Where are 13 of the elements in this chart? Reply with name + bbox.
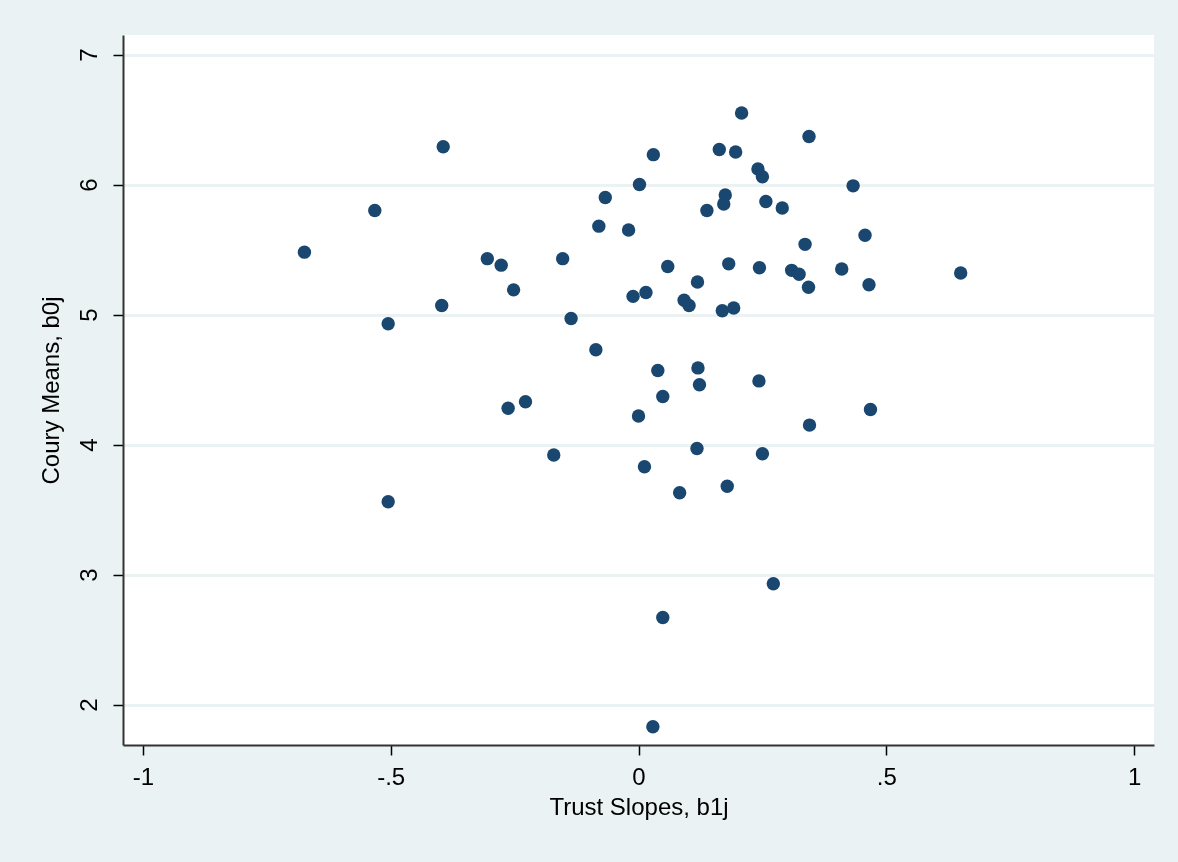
x-tick-label: -.5 xyxy=(377,762,406,790)
y-axis-title: Coury Means, b0j xyxy=(36,296,64,485)
y-tick-label: 3 xyxy=(74,568,102,582)
y-tick-label: 2 xyxy=(74,698,102,712)
y-tick-label: 4 xyxy=(74,438,102,452)
x-tick-label: -1 xyxy=(132,762,154,790)
y-tick-label: 6 xyxy=(74,178,102,192)
x-tick-label: .5 xyxy=(876,762,897,790)
y-tick-label: 7 xyxy=(74,48,102,62)
x-axis-title: Trust Slopes, b1j xyxy=(549,792,729,820)
x-tick-label: 1 xyxy=(1127,762,1142,790)
x-tick-label: 0 xyxy=(632,762,646,790)
y-tick-label: 5 xyxy=(74,308,102,322)
